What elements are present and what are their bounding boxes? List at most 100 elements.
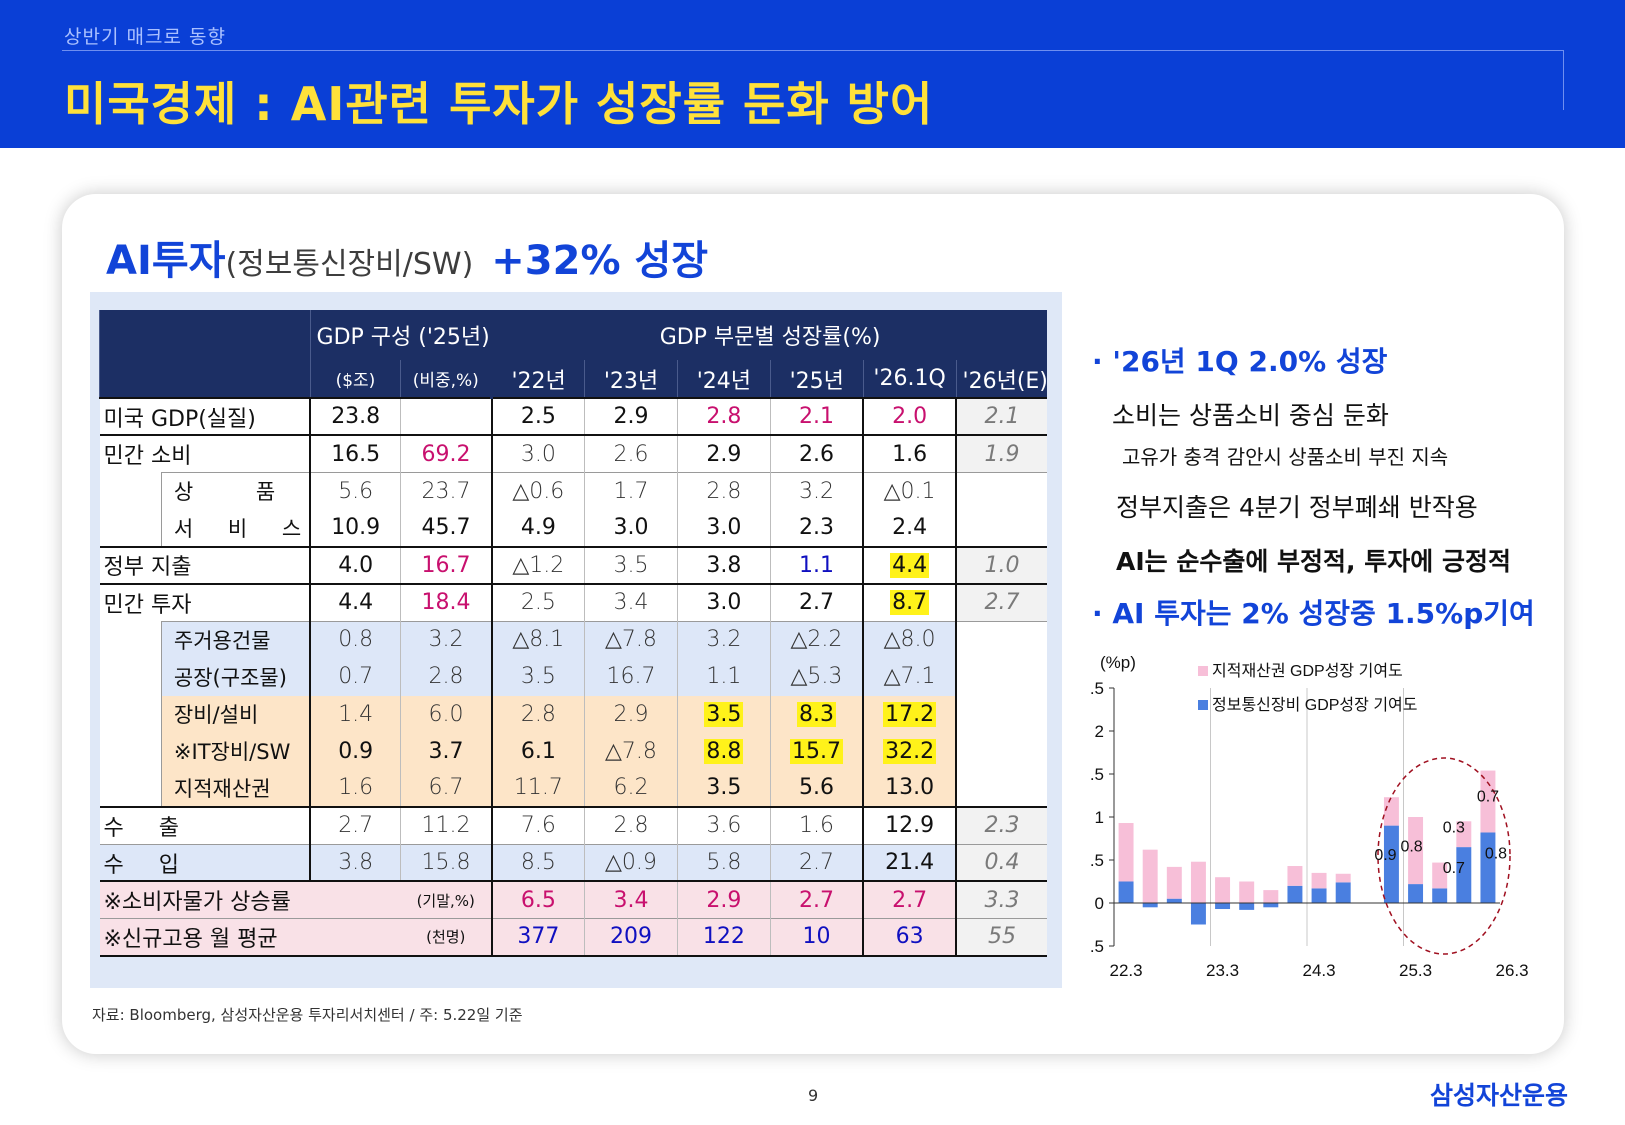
legend-swatch-it	[1198, 700, 1208, 710]
cell: 2.7	[956, 582, 1047, 622]
bullet-line-4: AI는 순수출에 부정적, 투자에 긍정적	[1116, 547, 1511, 576]
y-tick-label: 2.5	[1090, 679, 1104, 698]
cell: 23.7	[400, 471, 493, 510]
cell: 21.4	[862, 843, 958, 882]
cell: 32.2	[862, 732, 958, 770]
cell: 3.5	[676, 769, 771, 808]
cell: 2.3	[956, 806, 1047, 845]
table-row: 민간 투자 4.4 18.4 2.5 3.4 3.0 2.7 8.7 2.7	[99, 582, 1047, 622]
cell: 16.5	[310, 434, 401, 473]
header-unit-usd: ($조)	[309, 360, 401, 398]
bar-ip	[1408, 817, 1424, 885]
indent-spacer	[99, 509, 162, 547]
row-label-services: 서 비 스	[160, 509, 312, 547]
bar-it-equipment	[1408, 884, 1424, 903]
cell: 0.8	[310, 620, 401, 659]
cell: 2.8	[676, 471, 771, 510]
bar-it-equipment	[1239, 903, 1255, 910]
indent-spacer	[99, 769, 162, 808]
cell: 3.0	[676, 509, 771, 547]
cell: 1.6	[310, 769, 401, 808]
cell: 3.5	[491, 658, 585, 696]
cell: 2.5	[491, 582, 585, 622]
subtitle-paren: (정보통신장비/SW)	[225, 247, 474, 282]
cell: 2.7	[862, 880, 958, 919]
header-year-24: '24년	[676, 360, 771, 398]
source-note: 자료: Bloomberg, 삼성자산운용 투자리서치센터 / 주: 5.22일…	[92, 1006, 523, 1024]
cell: 2.4	[862, 509, 958, 547]
cell: 2.1	[956, 396, 1047, 436]
y-axis-label: (%p)	[1100, 653, 1136, 672]
row-label-it-equipment: ※IT장비/SW	[160, 732, 312, 770]
cell: 3.2	[400, 620, 493, 659]
legend-label-it: 정보통신장비 GDP성장 기여도	[1212, 696, 1417, 714]
data-label: 0.3	[1443, 819, 1465, 836]
bullet-line-2: 고유가 충격 감안시 상품소비 부진 지속	[1122, 445, 1449, 469]
cell: 2.8	[584, 806, 678, 845]
cell: 0.7	[310, 658, 401, 696]
bar-ip	[1239, 881, 1255, 903]
highlight: 3.5	[704, 701, 744, 727]
subtitle-main: AI투자	[106, 238, 226, 284]
bar-ip	[1335, 873, 1351, 883]
legend-swatch-ip	[1198, 666, 1208, 676]
indent-spacer	[99, 472, 162, 510]
legend-label-ip: 지적재산권 GDP성장 기여도	[1212, 662, 1403, 680]
cell: 7.6	[491, 806, 585, 845]
cell: 2.9	[676, 434, 771, 473]
cell: 3.2	[769, 471, 864, 510]
cell: 0.4	[956, 843, 1047, 882]
contribution-bar-chart: (%p) 2.5 2 1.5 1 0.5 0 −0.5 22.3 23.3 24.3 25.3 26.…	[1090, 653, 1529, 980]
cell: △1.2	[491, 545, 585, 584]
y-tick-label: −0.5	[1090, 937, 1104, 956]
cell: 55	[956, 918, 1047, 956]
row-label-ip: 지적재산권	[160, 769, 312, 808]
indent-spacer	[99, 732, 162, 770]
cell: 3.3	[956, 880, 1047, 919]
cell: 5.6	[310, 471, 401, 510]
cell: 2.0	[862, 396, 958, 436]
x-tick-label: 22.3	[1110, 961, 1143, 980]
cell	[310, 918, 401, 956]
bar-it-equipment	[1480, 832, 1496, 903]
cell: 3.8	[310, 843, 401, 882]
table-row: 수 입 3.8 15.8 8.5 △0.9 5.8 2.7 21.4 0.4	[99, 843, 1047, 882]
bar-ip	[1263, 890, 1279, 903]
cell: 2.9	[676, 880, 771, 919]
cell: 1.7	[584, 471, 678, 510]
bar-ip	[1480, 770, 1496, 833]
data-label: 0.8	[1400, 838, 1422, 855]
bullet-line-3: 정부지출은 4분기 정부폐쇄 반작용	[1116, 493, 1478, 522]
bullet-heading-1: · '26년 1Q 2.0% 성장	[1092, 345, 1388, 378]
cell: 4.0	[310, 545, 401, 584]
cell: 3.0	[584, 509, 678, 547]
y-tick-label: 1.5	[1090, 765, 1104, 784]
cell: 3.7	[400, 732, 493, 770]
cell: 1.9	[956, 434, 1047, 473]
table-row: 공장(구조물) 0.7 2.8 3.5 16.7 1.1 △5.3 △7.1	[99, 658, 1047, 696]
subtitle-growth: +32% 성장	[491, 238, 709, 284]
cell: 2.7	[769, 843, 864, 882]
cell: 17.2	[862, 695, 958, 733]
bar-ip	[1166, 866, 1182, 899]
bar-ip	[1311, 872, 1327, 889]
bar-it-equipment	[1166, 898, 1182, 903]
header-unit-share: (비중,%)	[400, 360, 494, 398]
cell: 69.2	[400, 434, 493, 473]
cell: 1.4	[310, 695, 401, 733]
bar-it-equipment	[1118, 881, 1134, 903]
section-subtitle: AI투자(정보통신장비/SW) +32% 성장	[106, 228, 708, 286]
header-corner	[99, 310, 311, 398]
company-logo: 삼성자산운용	[1430, 1081, 1569, 1110]
cell: 6.7	[400, 769, 493, 808]
cell	[956, 769, 1047, 808]
cell: 377	[491, 918, 585, 956]
row-label-gdp: 미국 GDP(실질)	[99, 396, 312, 436]
cell: 15.7	[769, 732, 864, 770]
header-banner: 상반기 매크로 동향 미국경제 : AI관련 투자가 성장률 둔화 방어	[0, 0, 1625, 148]
cell: 3.8	[676, 545, 771, 584]
cell: 1.1	[676, 658, 771, 696]
cell: △8.1	[491, 620, 585, 659]
x-tick-label: 26.3	[1496, 961, 1529, 980]
header-year-26e: '26년(E)	[955, 360, 1047, 398]
